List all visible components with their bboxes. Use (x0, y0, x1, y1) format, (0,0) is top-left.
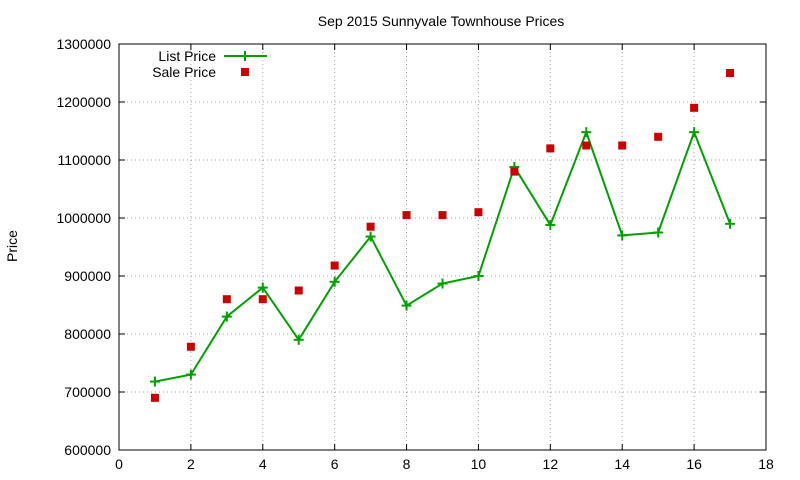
sale-price-point (690, 103, 699, 112)
list-price-point (545, 219, 556, 230)
x-tick-label: 10 (471, 456, 487, 472)
y-tick-label: 1000000 (56, 210, 111, 226)
x-tick-label: 14 (614, 456, 630, 472)
x-tick-label: 6 (331, 456, 339, 472)
x-tick-label: 16 (686, 456, 702, 472)
plot-area (118, 43, 767, 451)
y-tick-label: 700000 (64, 384, 111, 400)
list-price-point (185, 369, 196, 380)
sale-price-point (654, 132, 663, 141)
x-tick-label: 18 (758, 456, 774, 472)
list-price-point (257, 282, 268, 293)
x-tick-label: 4 (259, 456, 267, 472)
list-price-point (329, 276, 340, 287)
list-price-point (617, 230, 628, 241)
y-tick-label: 900000 (64, 268, 111, 284)
sale-price-point (726, 69, 735, 77)
list-price-point (473, 271, 484, 281)
sale-price-point (546, 144, 555, 153)
sale-price-point (402, 211, 411, 220)
sale-price-point (330, 261, 339, 270)
grid (119, 44, 766, 450)
x-tick-label: 8 (403, 456, 411, 472)
y-tick-label: 800000 (64, 326, 111, 342)
sale-price-point (258, 295, 267, 304)
sale-price-point (438, 211, 447, 220)
list-price-point (689, 127, 700, 138)
sale-price-point (618, 141, 627, 150)
sale-price-point (582, 141, 591, 150)
list-price-point (149, 376, 160, 387)
sale-price-point (366, 222, 375, 231)
y-tick-label: 1200000 (56, 94, 111, 110)
sale-price-point (150, 393, 159, 402)
sale-price-point (294, 286, 303, 295)
list-price-point (581, 127, 592, 138)
legend-swatch-marker (240, 51, 250, 61)
legend-label: Sale Price (152, 64, 216, 80)
list-price-point (653, 227, 664, 238)
list-price-point (401, 300, 412, 311)
sale-price-point (186, 342, 195, 351)
list-price-line (154, 129, 731, 383)
y-axis-label: Price (4, 230, 20, 262)
y-tick-label: 600000 (64, 442, 111, 458)
sale-price-point (222, 295, 231, 304)
x-tick-label: 0 (115, 456, 123, 472)
list-price-point (365, 231, 376, 242)
list-price-point (293, 334, 304, 345)
y-tick-label: 1100000 (58, 152, 112, 168)
list-price-point (725, 218, 736, 229)
legend-swatch-marker (241, 68, 249, 76)
sale-price-point (510, 167, 519, 176)
list-price-point (221, 311, 232, 322)
list-price-point (437, 278, 448, 289)
legend-label: List Price (158, 48, 216, 64)
series-area (149, 69, 736, 402)
axis-ticks: 0 2 4 6 8 10 12 14 16 18 600000 700000 800000 900000 1… (56, 36, 774, 472)
sale-price-point (474, 208, 483, 217)
x-tick-label: 2 (187, 456, 195, 472)
chart-title: Sep 2015 Sunnyvale Townhouse Prices (318, 13, 564, 29)
y-tick-label: 1300000 (56, 36, 111, 52)
x-tick-label: 12 (543, 456, 559, 472)
